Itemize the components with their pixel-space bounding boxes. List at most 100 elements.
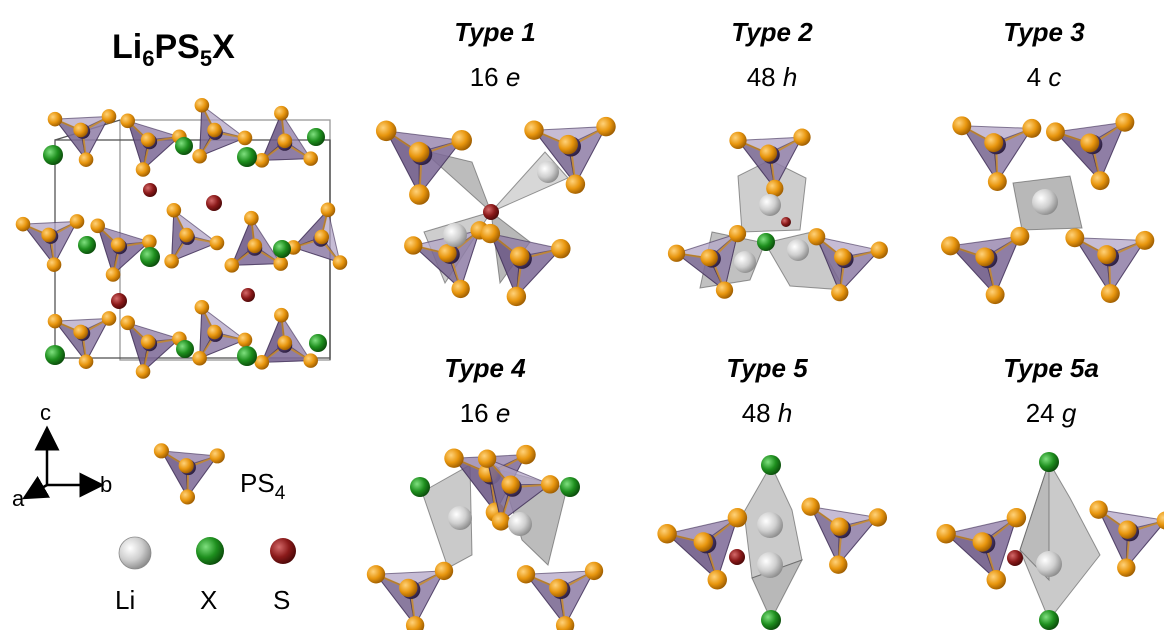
x-atom — [140, 247, 160, 267]
s-atom — [657, 524, 677, 544]
ps4-tetrahedron — [941, 226, 1030, 305]
s-atom — [179, 227, 194, 243]
s-atom — [408, 141, 430, 163]
ps4-tetrahedron — [524, 116, 616, 194]
ps4-tetrahedron — [936, 507, 1027, 590]
main-title-sub1: 6 — [142, 46, 154, 71]
s-atom — [727, 507, 748, 528]
x-atom — [1039, 610, 1059, 630]
s-atom — [254, 355, 270, 370]
s-atom — [90, 218, 105, 234]
s-atom — [975, 247, 995, 267]
axes-indicator: c b a — [12, 400, 112, 511]
a-axis-label: a — [12, 486, 25, 511]
s-atom — [1010, 226, 1030, 246]
s-atom — [808, 228, 826, 246]
s-legend-label: S — [273, 585, 290, 615]
s-atom — [101, 109, 117, 124]
type2-structure — [667, 128, 888, 302]
ps4-legend-sub: 4 — [275, 483, 286, 504]
ps4-tetrahedron — [952, 116, 1042, 192]
ps4-tetrahedron — [164, 202, 225, 269]
s-atom — [729, 549, 745, 565]
s-atom — [1007, 550, 1023, 566]
s-atom — [135, 162, 151, 177]
s-atom — [192, 148, 207, 164]
x-atom — [237, 346, 257, 366]
s-atom — [111, 293, 127, 309]
main-title-end: X — [212, 28, 235, 66]
s-atom — [1080, 133, 1100, 153]
s-atom — [1115, 112, 1135, 132]
s-atom — [444, 448, 464, 468]
main-title-mid: PS — [154, 28, 199, 66]
s-atom — [15, 216, 31, 232]
x-atom — [560, 477, 580, 497]
s-atom — [700, 249, 718, 267]
s-atom — [1022, 118, 1042, 138]
ps4-tetrahedron — [90, 218, 157, 282]
s-atom — [164, 253, 179, 269]
type-site: 16 e — [460, 398, 511, 428]
s-atom — [73, 122, 88, 138]
ps4-tetrahedron — [729, 128, 811, 198]
s-atom — [178, 458, 194, 474]
s-atom — [1065, 228, 1085, 248]
legend: PS4 Li X S — [115, 443, 296, 615]
x-atom — [410, 477, 430, 497]
li-atom — [1032, 189, 1058, 215]
li-atom — [757, 512, 783, 538]
tetra-face — [708, 232, 739, 292]
ps4-tetrahedron — [254, 307, 318, 370]
x-atom — [78, 236, 96, 254]
ps4-tetrahedron — [47, 109, 117, 167]
s-atom — [524, 120, 544, 140]
li-atom — [757, 552, 783, 578]
s-atom — [987, 172, 1007, 192]
x-atom — [237, 147, 257, 167]
s-atom — [584, 561, 604, 581]
x-atom — [273, 240, 291, 258]
s-atom — [565, 174, 586, 194]
tetra-layer — [47, 299, 318, 379]
s-atom — [516, 565, 536, 584]
s-atom — [47, 111, 63, 127]
type-heading-3: Type 3 4 c — [1003, 17, 1085, 92]
s-atom — [801, 497, 820, 516]
tetra-layer — [15, 202, 348, 282]
s-atom — [1118, 520, 1137, 539]
s-atom — [1046, 122, 1065, 142]
x-legend-icon — [196, 537, 224, 565]
s-atom — [1135, 230, 1155, 250]
ps4-tetrahedron — [480, 223, 571, 307]
s-atom — [936, 524, 956, 544]
li-atom — [734, 251, 756, 273]
s-atom — [1117, 558, 1136, 577]
s-atom — [451, 130, 472, 151]
main-title: Li6PS5X — [112, 28, 235, 71]
s-atom — [1006, 507, 1027, 528]
type-site: 16 e — [470, 62, 521, 92]
s-atom — [207, 122, 222, 138]
ps4-tetrahedron — [192, 299, 253, 366]
s-atom — [209, 448, 225, 464]
type-heading-5a: Type 5a 24 g — [1003, 353, 1099, 428]
s-atom — [759, 144, 778, 162]
s-atom — [477, 449, 497, 468]
s-atom — [206, 195, 222, 211]
tetra-face — [1089, 121, 1126, 183]
main-title-base: Li — [112, 28, 142, 66]
s-atom — [868, 508, 888, 527]
s-atom — [555, 616, 575, 630]
li-polyhedron — [1019, 461, 1050, 582]
li-polyhedron — [421, 464, 473, 569]
li-polyhedron — [490, 151, 569, 213]
type-site: 4 c — [1027, 62, 1062, 92]
type-title: Type 3 — [1003, 17, 1085, 47]
li-atom — [448, 506, 472, 530]
x-atom — [176, 340, 194, 358]
type-site: 24 g — [1026, 398, 1077, 428]
s-atom — [277, 133, 293, 149]
ps4-tetrahedron — [366, 561, 454, 630]
s-atom — [247, 238, 263, 254]
